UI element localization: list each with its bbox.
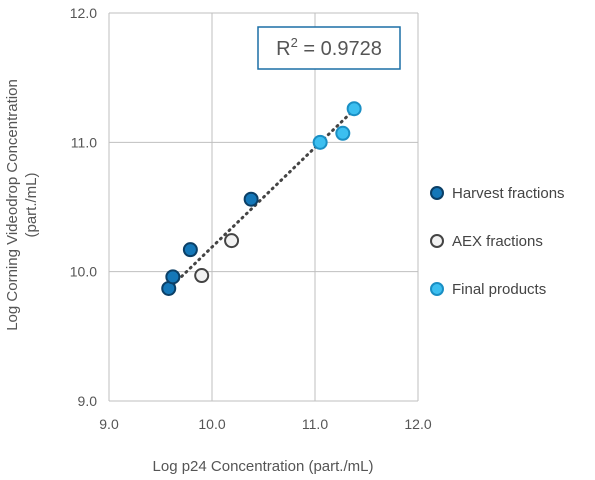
point-harvest-fractions-2 <box>182 242 198 258</box>
y-axis-label-line-1: Log Corning Videodrop Concentration <box>4 79 21 331</box>
trendline-path <box>167 106 358 291</box>
point-harvest-fractions-1 <box>165 269 181 285</box>
data-points <box>161 101 362 296</box>
point-final-products-0 <box>312 134 328 150</box>
y-axis-label-line-2: (part./mL) <box>23 172 40 237</box>
legend-label-final-products: Final products <box>452 281 546 298</box>
point-final-products-1 <box>335 125 351 141</box>
legend: Harvest fractions AEX fractions Final prod… <box>430 185 565 298</box>
legend-marker-final-products <box>430 282 444 296</box>
point-aex-fractions-1 <box>224 233 240 249</box>
x-axis-label: Log p24 Concentration (part./mL) <box>153 458 374 475</box>
legend-marker-harvest-fractions <box>430 186 444 200</box>
y-tick-label-3: 12.0 <box>70 5 97 21</box>
grid-lines <box>108 12 419 402</box>
r2-annotation: R2 = 0.9728 <box>257 26 401 70</box>
y-tick-label-2: 11.0 <box>71 134 97 150</box>
point-aex-fractions-0 <box>194 268 210 284</box>
point-harvest-fractions-3 <box>243 191 259 207</box>
y-tick-label-0: 9.0 <box>78 393 98 409</box>
y-axis-label: Log Corning Videodrop Concentration (par… <box>4 79 40 331</box>
legend-marker-aex-fractions <box>430 234 444 248</box>
y-tick-label-1: 10.0 <box>70 264 97 280</box>
x-tick-label-2: 11.0 <box>302 416 328 432</box>
legend-label-aex-fractions: AEX fractions <box>452 233 543 250</box>
y-tick-labels: 9.0 10.0 11.0 12.0 <box>70 5 97 409</box>
x-tick-label-1: 10.0 <box>198 416 225 432</box>
r2-text: R2 = 0.9728 <box>276 35 382 60</box>
r2-box <box>257 26 401 70</box>
x-tick-label-0: 9.0 <box>99 416 119 432</box>
legend-label-harvest-fractions: Harvest fractions <box>452 185 565 202</box>
x-tick-labels: 9.0 10.0 11.0 12.0 <box>99 416 432 432</box>
x-tick-label-3: 12.0 <box>404 416 431 432</box>
point-final-products-2 <box>346 101 362 117</box>
trendline <box>167 106 358 291</box>
